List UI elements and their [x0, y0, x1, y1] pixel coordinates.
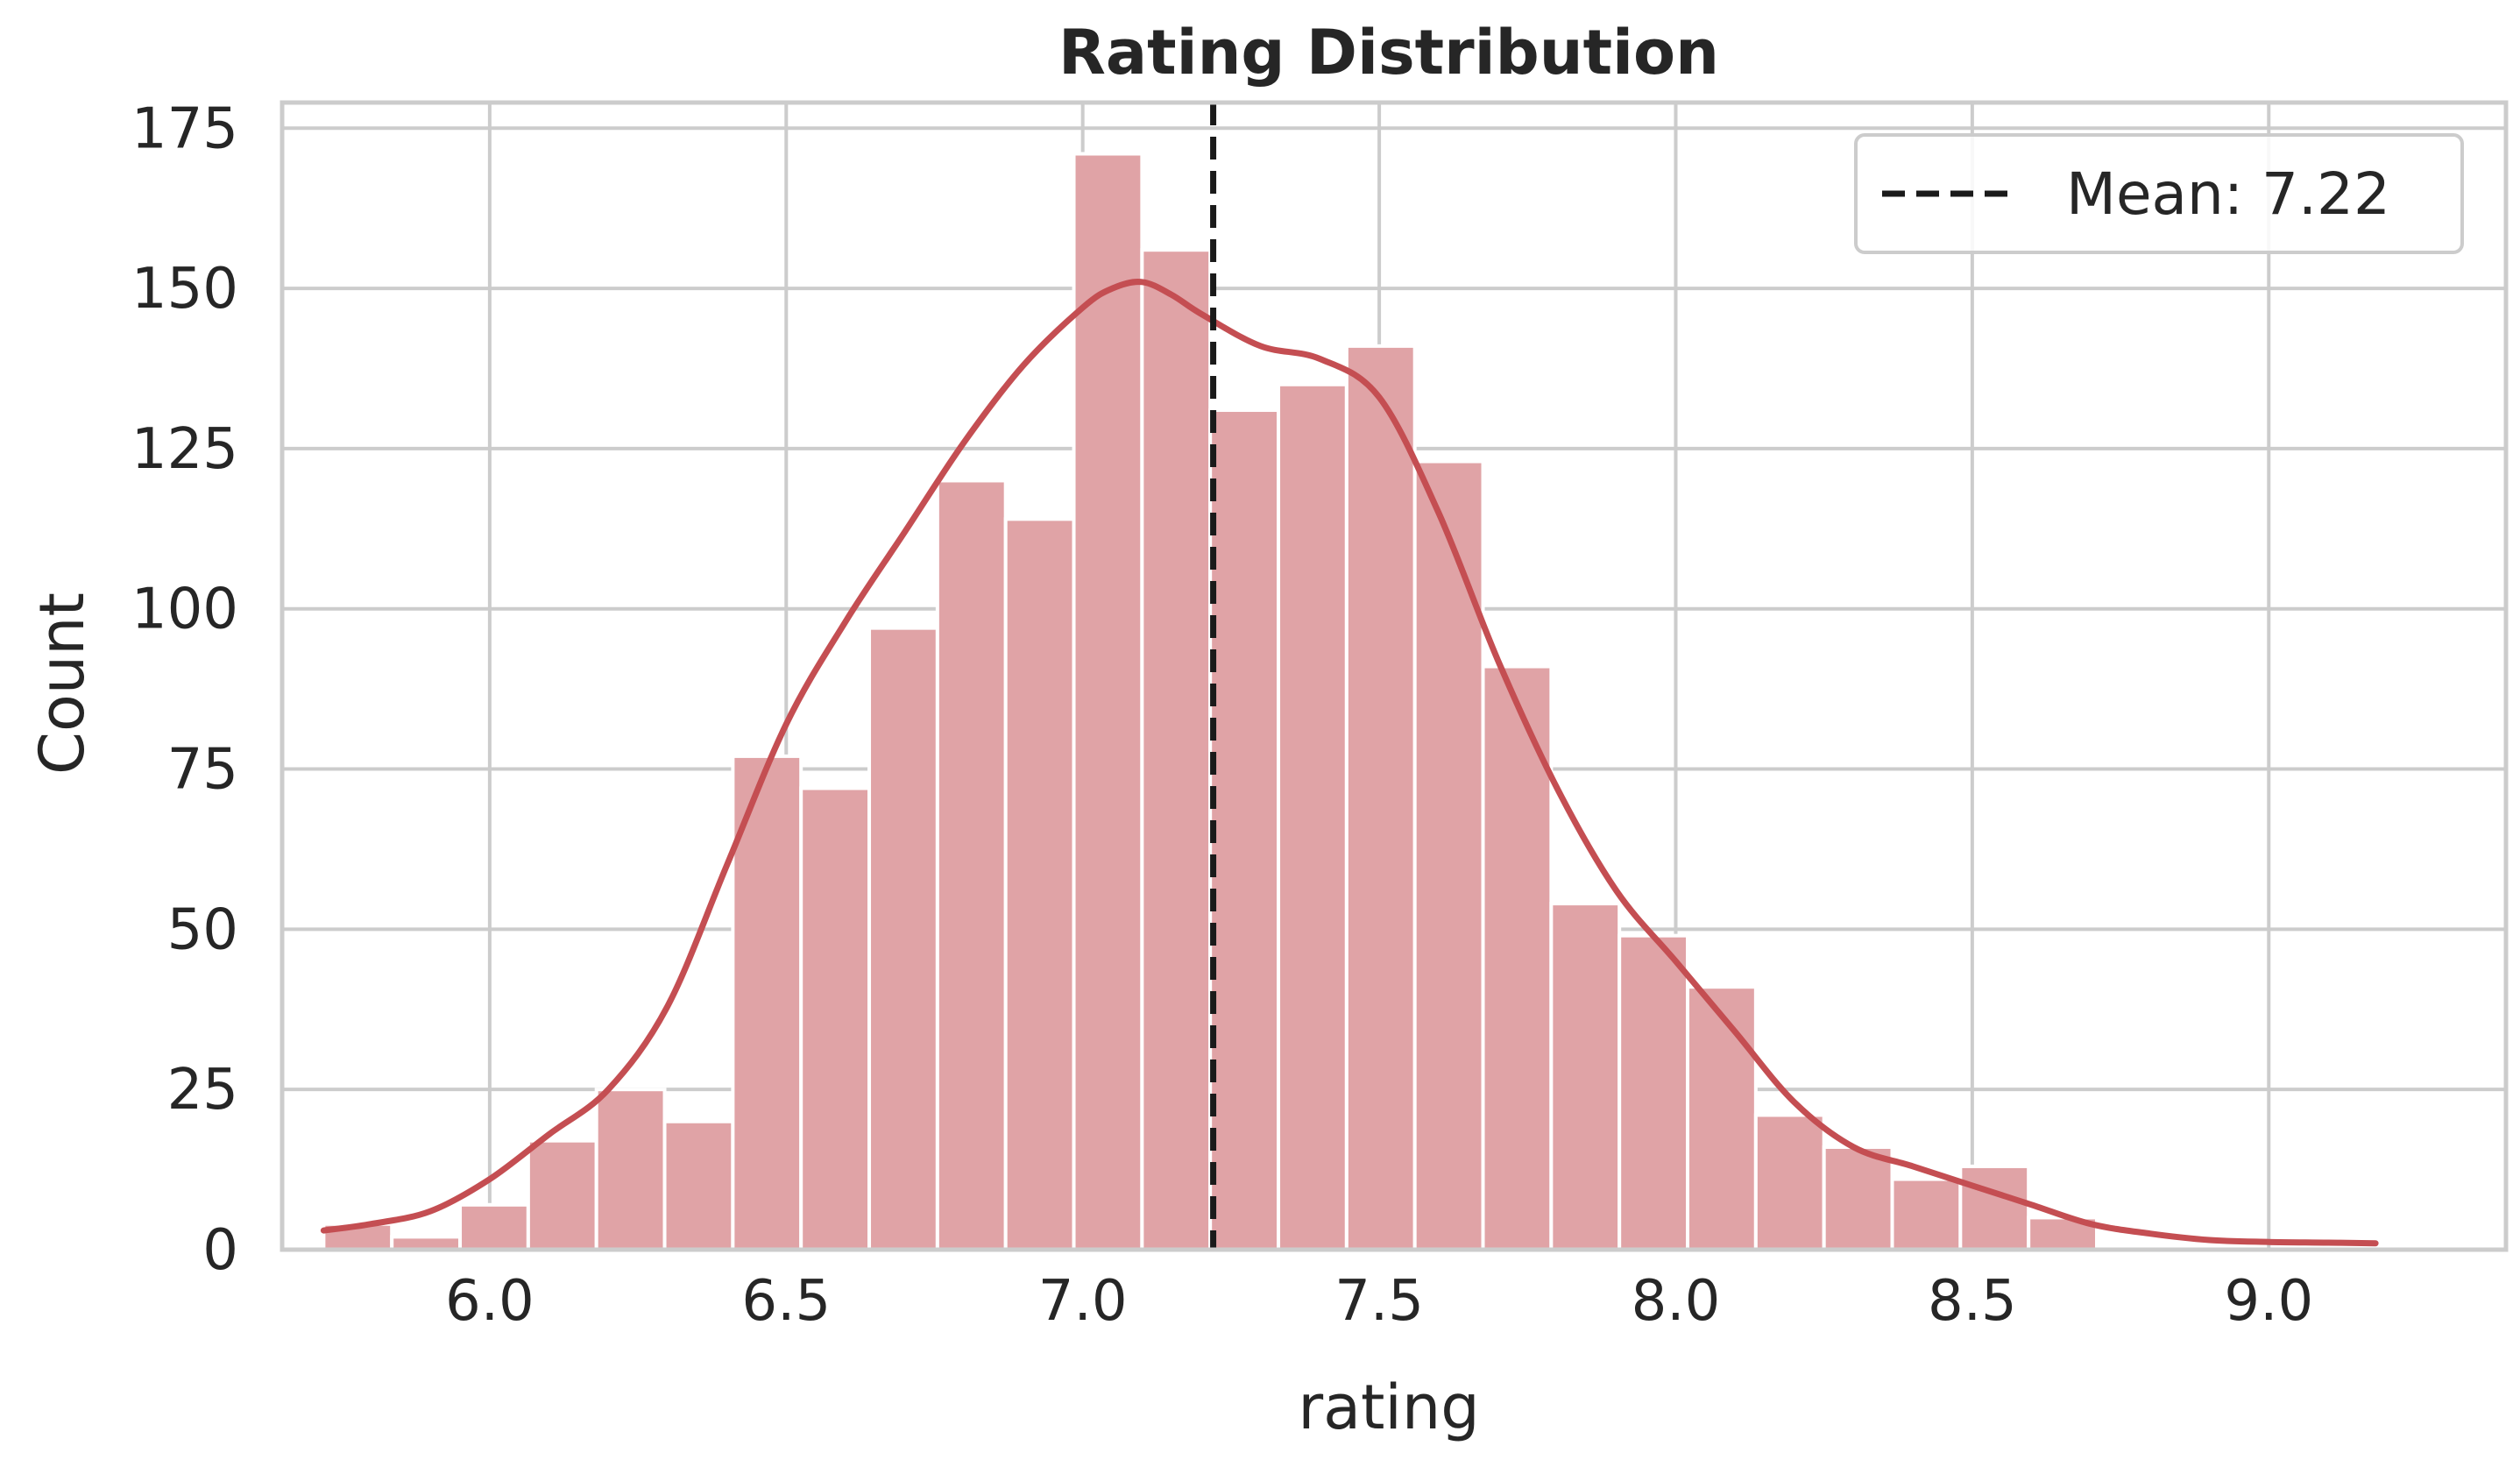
histogram-bar [1481, 664, 1554, 1251]
y-tick-label: 75 [167, 738, 238, 803]
y-tick-label: 25 [167, 1058, 238, 1123]
histogram-bar [1753, 1113, 1826, 1252]
histogram-bar [799, 786, 872, 1251]
x-tick-label: 9.0 [2224, 1269, 2313, 1334]
x-axis-label: rating [1298, 1371, 1479, 1443]
kde-curve-layer [320, 279, 2379, 1247]
histogram-bar [731, 754, 803, 1251]
histogram-bars [322, 152, 2099, 1252]
x-tick-label: 6.5 [741, 1269, 831, 1334]
x-tick-label: 7.0 [1038, 1269, 1128, 1334]
histogram-bar [1890, 1177, 1963, 1252]
y-tick-label: 0 [202, 1218, 238, 1283]
histogram-bar [1003, 517, 1076, 1251]
x-tick-label: 8.0 [1632, 1269, 1721, 1334]
histogram-bar [935, 478, 1008, 1251]
histogram-bar [1208, 408, 1281, 1251]
histogram-bar [1344, 344, 1417, 1251]
y-tick-label: 175 [131, 96, 238, 161]
histogram-bar [1549, 902, 1622, 1252]
legend-mean-label: Mean: 7.22 [2066, 160, 2390, 228]
histogram-bar [662, 1119, 735, 1252]
histogram-bar [1277, 382, 1348, 1251]
histogram-bar [1617, 933, 1690, 1252]
histogram-bar [1958, 1164, 2031, 1252]
histogram-bar [867, 626, 939, 1251]
y-axis-label: Count [26, 592, 98, 775]
y-tick-label: 150 [131, 257, 238, 322]
histogram-bar [1822, 1145, 1894, 1251]
y-tick-label: 125 [131, 417, 238, 482]
histogram-bar [526, 1138, 598, 1251]
kde-curve [320, 279, 2379, 1247]
legend-box [1854, 133, 2464, 254]
y-tick-label: 100 [131, 578, 238, 642]
histogram-bar [1686, 985, 1758, 1252]
histogram-bar [1072, 152, 1144, 1251]
histogram-bar [1412, 459, 1485, 1251]
histogram-bar [458, 1202, 530, 1252]
y-tick-labels: 0 25 50 75 100 125 150 175 [131, 96, 238, 1283]
x-tick-labels: 6.0 6.5 7.0 7.5 8.0 8.5 9.0 [445, 1269, 2313, 1334]
x-tick-label: 8.5 [1928, 1269, 2017, 1334]
x-tick-label: 6.0 [445, 1269, 534, 1334]
chart-title: Rating Distribution [1058, 17, 1719, 89]
histogram-bar [594, 1088, 667, 1251]
y-tick-label: 50 [167, 897, 238, 962]
plot-frame [280, 100, 2509, 1252]
legend: Mean: 7.22 [1854, 133, 2464, 254]
histogram-bar [1140, 248, 1213, 1251]
x-tick-label: 7.5 [1334, 1269, 1424, 1334]
